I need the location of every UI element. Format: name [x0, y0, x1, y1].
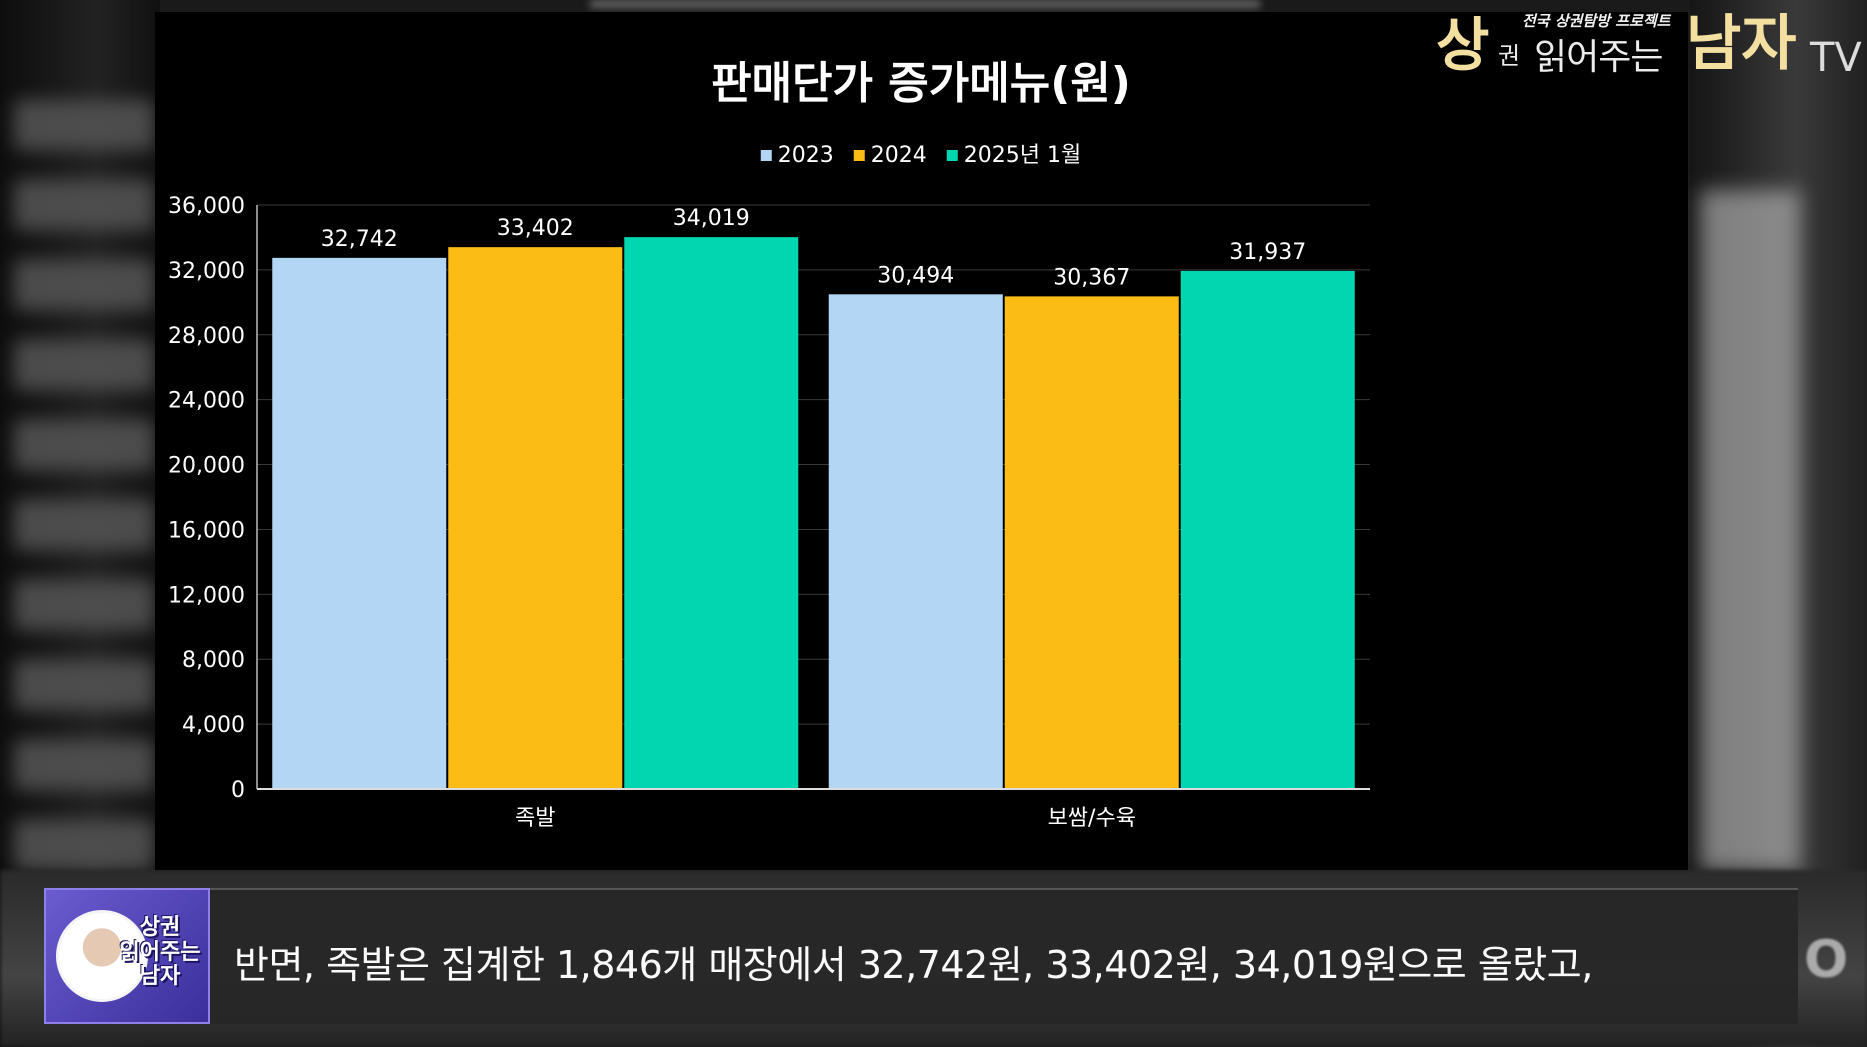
logo-tagline: 전국 상권탐방 프로젝트 — [1522, 12, 1671, 30]
chart-panel: 32,742 33,402 34,019 30,494 30,367 31,937 0 4,… — [155, 12, 1688, 870]
bars — [272, 237, 1355, 790]
background-stripe — [14, 100, 154, 150]
legend-label: 2023 — [778, 143, 834, 168]
data-label: 34,019 — [673, 206, 750, 231]
y-tick-label: 24,000 — [168, 389, 245, 414]
data-label: 32,742 — [321, 227, 398, 252]
background-stripe — [14, 580, 154, 630]
background-stripe — [14, 820, 154, 870]
bar — [624, 237, 799, 789]
logo-sang: 상 — [1436, 11, 1490, 79]
bar — [1004, 296, 1179, 789]
chart-title: 판매단가 증가메뉴(원) — [711, 58, 1131, 109]
data-labels: 32,742 33,402 34,019 30,494 30,367 31,937 — [321, 206, 1306, 290]
background-stripe — [14, 500, 154, 550]
avatar-line-2: 읽어주는 — [119, 939, 201, 965]
legend-swatch — [853, 150, 865, 161]
bar — [448, 247, 623, 790]
logo-read: 읽어주는 — [1534, 37, 1663, 78]
y-tick-label: 32,000 — [168, 259, 245, 284]
background-stripe — [14, 180, 154, 230]
legend: 2023 2024 2025년 1월 — [760, 143, 1081, 168]
data-label: 31,937 — [1229, 240, 1306, 265]
avatar-line-3: 남자 — [139, 964, 181, 990]
background-stripe — [14, 420, 154, 470]
subtitle-box: 반면, 족발은 집계한 1,846개 매장에서 32,742원, 33,402원… — [210, 888, 1798, 1024]
y-tick-label: 36,000 — [168, 194, 245, 219]
bar — [828, 294, 1003, 789]
avatar — [56, 910, 148, 1002]
background-stripe — [14, 740, 154, 790]
avatar-line-1: 상권 — [139, 915, 181, 940]
bar — [272, 257, 447, 789]
avatar-logo-text: 상권 읽어주는 남자 — [112, 915, 208, 990]
legend-label: 2025년 1월 — [964, 143, 1081, 168]
legend-swatch — [946, 150, 958, 161]
y-tick-label: 0 — [231, 778, 245, 803]
background-top-bar — [590, 0, 1260, 8]
legend-label: 2024 — [871, 143, 927, 168]
y-tick-label: 4,000 — [182, 713, 245, 738]
x-tick-label: 족발 — [515, 806, 555, 831]
y-tick-label: 12,000 — [168, 583, 245, 608]
background-stripe — [14, 660, 154, 710]
bar — [1180, 270, 1355, 789]
subtitle-text: 반면, 족발은 집계한 1,846개 매장에서 32,742원, 33,402원… — [234, 943, 1593, 987]
y-tick-label: 20,000 — [168, 454, 245, 479]
background-stripe — [14, 340, 154, 390]
data-label: 33,402 — [497, 216, 574, 241]
logo-namja: 남자 — [1686, 9, 1797, 79]
background-letter: O — [1804, 930, 1849, 990]
axes: 0 4,000 8,000 12,000 16,000 20,000 24,000 28,00… — [168, 194, 1370, 831]
logo-tv: TV — [1810, 35, 1862, 81]
channel-logo: 전국 상권탐방 프로젝트 상 권 읽어주는 남자 TV — [1430, 6, 1862, 96]
y-tick-label: 28,000 — [168, 324, 245, 349]
legend-swatch — [760, 150, 772, 161]
data-label: 30,367 — [1053, 265, 1130, 290]
x-tick-label: 보쌈/수육 — [1048, 806, 1136, 831]
y-tick-label: 16,000 — [168, 518, 245, 543]
logo-gwon: 권 — [1498, 42, 1521, 70]
bar-chart: 32,742 33,402 34,019 30,494 30,367 31,937 0 4,… — [168, 58, 1370, 831]
background-right-panel — [1700, 190, 1800, 870]
background-stripe — [14, 260, 154, 310]
data-label: 30,494 — [877, 263, 954, 288]
y-tick-label: 8,000 — [182, 648, 245, 673]
presenter-avatar-badge: 상권 읽어주는 남자 — [44, 888, 210, 1024]
